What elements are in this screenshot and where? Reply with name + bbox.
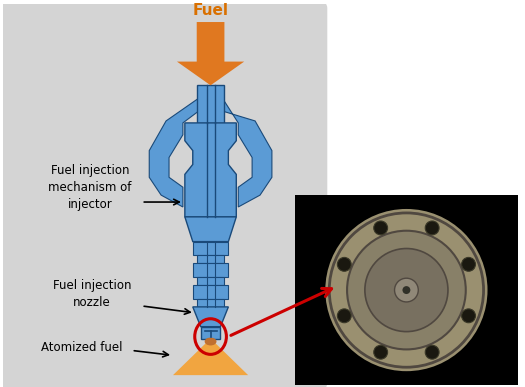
Circle shape: [374, 221, 387, 235]
Bar: [201, 327, 220, 339]
Bar: [193, 264, 228, 277]
Text: Atomized fuel: Atomized fuel: [41, 341, 123, 354]
Bar: [197, 255, 224, 264]
Bar: [295, 195, 518, 385]
Circle shape: [374, 345, 387, 359]
Circle shape: [347, 231, 466, 349]
Polygon shape: [223, 98, 272, 207]
Circle shape: [326, 209, 488, 371]
Circle shape: [461, 257, 476, 271]
Circle shape: [425, 345, 439, 359]
Circle shape: [461, 309, 476, 323]
Circle shape: [365, 248, 448, 332]
Polygon shape: [185, 217, 236, 241]
Bar: [197, 277, 224, 285]
Circle shape: [403, 286, 411, 294]
Bar: [193, 241, 228, 255]
Bar: [197, 85, 224, 123]
Polygon shape: [149, 98, 198, 207]
Polygon shape: [173, 339, 248, 375]
Polygon shape: [193, 307, 228, 327]
Polygon shape: [185, 123, 236, 217]
Circle shape: [425, 221, 439, 235]
Circle shape: [338, 309, 351, 323]
FancyBboxPatch shape: [1, 2, 327, 387]
Circle shape: [395, 278, 418, 302]
Circle shape: [338, 257, 351, 271]
Ellipse shape: [205, 337, 216, 346]
Text: Fuel: Fuel: [193, 3, 228, 18]
Text: Fuel injection
mechanism of
injector: Fuel injection mechanism of injector: [48, 164, 132, 211]
Bar: [197, 299, 224, 307]
Bar: [193, 285, 228, 299]
Polygon shape: [177, 22, 244, 85]
Text: Fuel injection
nozzle: Fuel injection nozzle: [52, 279, 131, 309]
